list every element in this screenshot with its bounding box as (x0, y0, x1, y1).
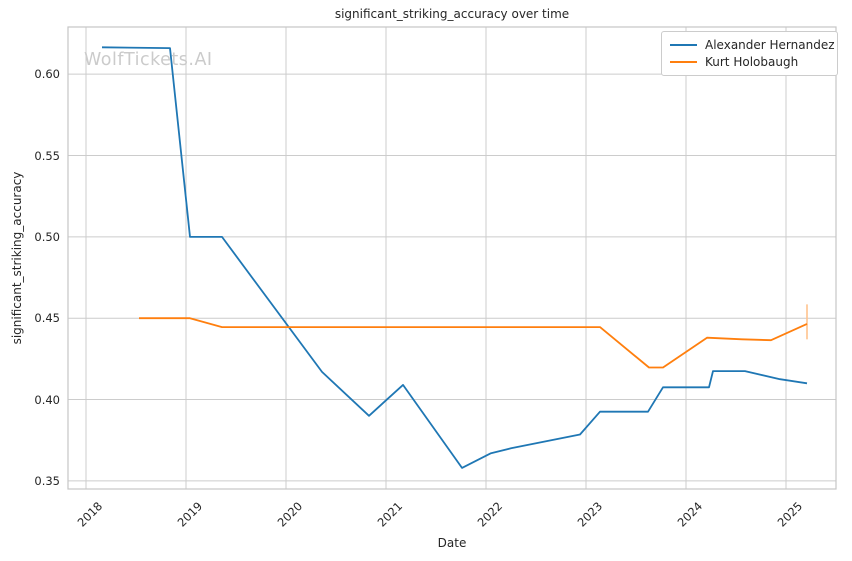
y-tick-label: 0.45 (34, 311, 60, 326)
legend-label: Alexander Hernandez (705, 38, 835, 52)
legend-swatch (670, 61, 697, 63)
y-tick-label: 0.40 (34, 392, 60, 407)
plot-border (67, 26, 837, 490)
y-tick-label: 0.50 (34, 229, 60, 244)
watermark: WolfTickets.AI (84, 50, 213, 70)
legend-item: Kurt Holobaugh (670, 54, 829, 70)
y-tick-label: 0.60 (34, 67, 60, 82)
legend-swatch (670, 44, 697, 46)
y-tick-label: 0.55 (34, 148, 60, 163)
series-line (101, 46, 808, 469)
x-axis-label: Date (437, 536, 467, 550)
legend-item: Alexander Hernandez (670, 37, 835, 53)
y-tick-label: 0.35 (34, 473, 60, 488)
series-line (139, 317, 808, 369)
chart-title: significant_striking_accuracy over time (334, 7, 570, 21)
legend: Alexander Hernandez Kurt Holobaugh (661, 31, 838, 76)
legend-label: Kurt Holobaugh (705, 55, 799, 69)
